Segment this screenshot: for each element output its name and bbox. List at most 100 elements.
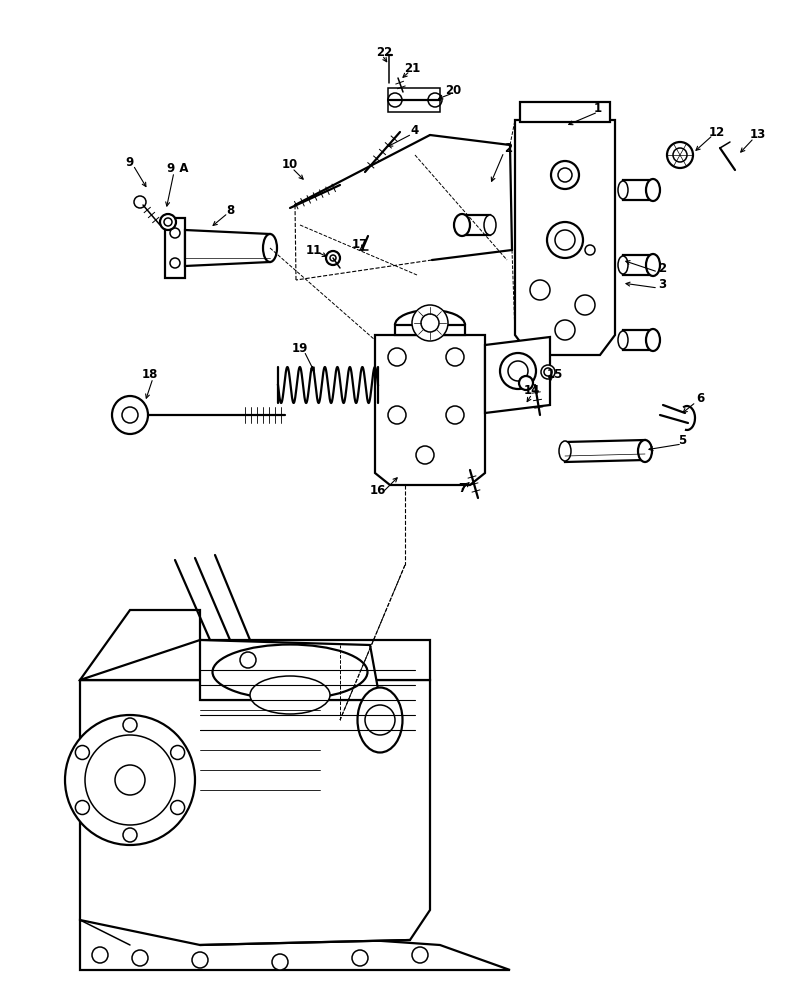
Text: 6: 6 (696, 391, 704, 404)
Text: 21: 21 (404, 62, 420, 75)
Polygon shape (623, 330, 653, 350)
Circle shape (551, 161, 579, 189)
Polygon shape (80, 680, 430, 945)
Circle shape (500, 353, 536, 389)
Circle shape (388, 348, 406, 366)
Text: 15: 15 (547, 368, 563, 381)
Polygon shape (185, 230, 270, 266)
Circle shape (575, 295, 595, 315)
Circle shape (192, 952, 208, 968)
Ellipse shape (454, 214, 470, 236)
Circle shape (667, 142, 693, 168)
Ellipse shape (646, 254, 660, 276)
Circle shape (115, 765, 145, 795)
Circle shape (365, 705, 395, 735)
Circle shape (170, 800, 185, 814)
Circle shape (428, 93, 442, 107)
Circle shape (388, 406, 406, 424)
Circle shape (530, 280, 550, 300)
Circle shape (388, 93, 402, 107)
Circle shape (240, 652, 256, 668)
Text: 5: 5 (678, 434, 686, 446)
Circle shape (547, 222, 583, 258)
Ellipse shape (357, 688, 402, 752)
Polygon shape (515, 120, 615, 355)
Ellipse shape (213, 645, 368, 700)
Circle shape (673, 148, 687, 162)
Circle shape (555, 320, 575, 340)
Circle shape (272, 954, 288, 970)
Text: 17: 17 (351, 238, 368, 251)
Ellipse shape (559, 441, 571, 461)
Polygon shape (80, 920, 510, 970)
Circle shape (132, 950, 148, 966)
Circle shape (160, 214, 176, 230)
Circle shape (446, 348, 464, 366)
Text: 20: 20 (445, 84, 461, 97)
Text: 1: 1 (594, 102, 602, 114)
Polygon shape (485, 337, 550, 413)
Ellipse shape (263, 234, 277, 262)
Ellipse shape (484, 215, 496, 235)
Text: 11: 11 (306, 243, 322, 256)
Polygon shape (462, 215, 490, 235)
Circle shape (412, 305, 448, 341)
Polygon shape (375, 335, 485, 485)
Polygon shape (623, 255, 653, 275)
Circle shape (123, 718, 137, 732)
Ellipse shape (618, 181, 628, 199)
Ellipse shape (646, 329, 660, 351)
Circle shape (122, 407, 138, 423)
Circle shape (558, 168, 572, 182)
Text: 8: 8 (226, 204, 234, 217)
Circle shape (412, 947, 428, 963)
Ellipse shape (134, 196, 146, 208)
Circle shape (92, 947, 108, 963)
Polygon shape (80, 610, 200, 680)
Text: 7: 7 (458, 482, 466, 494)
Circle shape (326, 251, 340, 265)
Polygon shape (200, 640, 380, 700)
Polygon shape (520, 102, 610, 122)
Text: 18: 18 (142, 368, 158, 381)
Circle shape (585, 245, 595, 255)
Circle shape (170, 228, 180, 238)
Text: 2: 2 (504, 141, 512, 154)
Polygon shape (395, 325, 465, 335)
Circle shape (555, 230, 575, 250)
Text: 3: 3 (658, 278, 666, 292)
Circle shape (85, 735, 175, 825)
Circle shape (170, 258, 180, 268)
Circle shape (164, 218, 172, 226)
Circle shape (541, 365, 555, 379)
Text: 22: 22 (376, 45, 392, 58)
Polygon shape (623, 180, 653, 200)
Text: 2: 2 (658, 261, 666, 274)
Circle shape (421, 314, 439, 332)
Text: 14: 14 (524, 383, 541, 396)
Polygon shape (165, 218, 185, 278)
Circle shape (330, 255, 336, 261)
Text: 16: 16 (370, 484, 386, 496)
Circle shape (75, 746, 90, 760)
Circle shape (75, 800, 90, 814)
Circle shape (519, 376, 533, 390)
Circle shape (352, 950, 368, 966)
Text: 10: 10 (282, 158, 298, 172)
Text: 9 A: 9 A (167, 161, 189, 174)
Text: 19: 19 (292, 342, 308, 355)
Ellipse shape (618, 331, 628, 349)
Text: 12: 12 (709, 125, 725, 138)
Circle shape (123, 828, 137, 842)
Circle shape (170, 746, 185, 760)
Ellipse shape (638, 440, 652, 462)
Ellipse shape (112, 396, 148, 434)
Circle shape (544, 368, 552, 376)
Polygon shape (80, 640, 430, 680)
Circle shape (508, 361, 528, 381)
Text: 13: 13 (750, 128, 766, 141)
Circle shape (416, 446, 434, 464)
Ellipse shape (646, 179, 660, 201)
Circle shape (446, 406, 464, 424)
Ellipse shape (250, 676, 330, 714)
